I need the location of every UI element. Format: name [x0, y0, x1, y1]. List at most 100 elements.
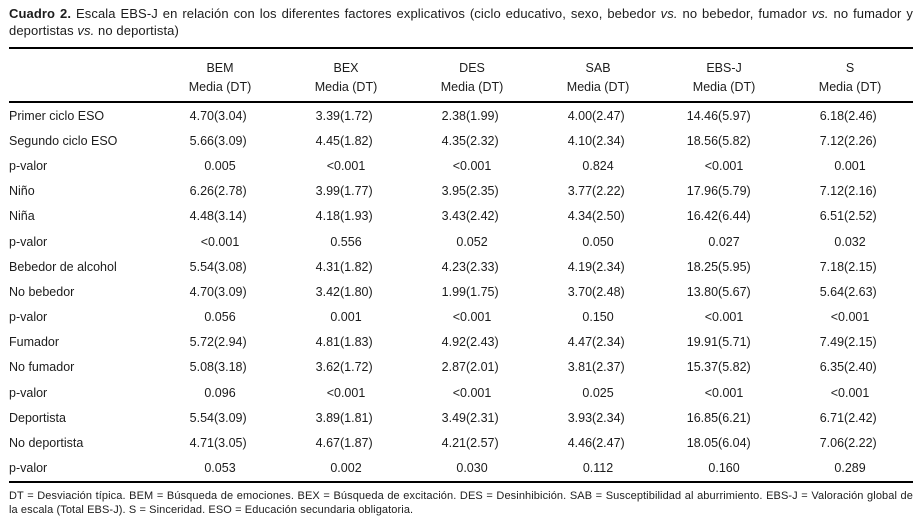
table-row: No deportista 4.71 (3.05) 4.67 (1.87) 4.21 (2.…: [9, 430, 913, 455]
p-value-row: p-valor 0.056 0.001 <0.001 0.150 <0.001 <0.001: [9, 305, 913, 330]
subheader-media-dt: Media (DT): [157, 75, 283, 103]
media-cell: 7.06: [819, 436, 845, 451]
row-label: Segundo ciclo ESO: [9, 133, 118, 148]
media-cell: 4.23: [441, 259, 467, 274]
p-value-cell: 0.052: [456, 234, 488, 249]
p-value-cell: 0.824: [582, 158, 614, 173]
media-cell: 7.12: [819, 184, 845, 199]
dt-cell: (1.80): [340, 284, 373, 299]
dt-cell: (6.21): [718, 410, 751, 425]
row-label: p-valor: [9, 385, 48, 400]
media-cell: 3.81: [567, 360, 593, 375]
media-cell: 4.18: [315, 209, 340, 224]
dt-cell: (2.34): [592, 335, 625, 350]
subheader-media-dt: Media (DT): [283, 75, 410, 103]
dt-cell: (1.81): [340, 410, 373, 425]
media-cell: 6.51: [819, 209, 845, 224]
row-label: Deportista: [9, 410, 66, 425]
p-value-cell: <0.001: [830, 310, 870, 325]
media-cell: 6.18: [819, 108, 845, 123]
media-cell: 14.46: [686, 108, 719, 123]
dt-cell: (2.47): [592, 108, 625, 123]
p-value-row: p-valor <0.001 0.556 0.052 0.050 0.027 0.032: [9, 229, 913, 254]
media-cell: 5.08: [189, 360, 214, 375]
subheader-media-dt: Media (DT): [787, 75, 914, 103]
column-group-header-row: BEM BEX DES SAB EBS-J S: [9, 48, 913, 75]
media-cell: 4.71: [189, 436, 214, 451]
table-row: Primer ciclo ESO 4.70 (3.04) 3.39 (1.72) 2.38…: [9, 102, 913, 128]
column-header-ebsj: EBS-J: [706, 61, 742, 75]
ebs-scale-table: BEM BEX DES SAB EBS-J S Media (DT) Media…: [9, 47, 914, 483]
row-label: p-valor: [9, 234, 48, 249]
table-row: Fumador 5.72 (2.94) 4.81 (1.83) 4.92 (2.43) 4.4…: [9, 330, 913, 355]
dt-cell: (1.87): [340, 436, 373, 451]
media-cell: 5.64: [819, 284, 845, 299]
table-title: Cuadro 2. Escala EBS-J en relación con l…: [9, 6, 913, 38]
table-footnote: DT = Desviación típica. BEM = Búsqueda d…: [9, 489, 913, 517]
dt-cell: (5.95): [718, 259, 751, 274]
dt-cell: (5.97): [718, 108, 751, 123]
media-cell: 4.19: [567, 259, 593, 274]
p-value-cell: 0.027: [708, 234, 740, 249]
media-cell: 4.45: [315, 133, 340, 148]
media-cell: 6.35: [819, 360, 845, 375]
row-label: No bebedor: [9, 284, 75, 299]
media-cell: 3.89: [315, 410, 340, 425]
p-value-cell: <0.001: [326, 158, 366, 173]
column-header-des: DES: [459, 61, 485, 75]
media-cell: 4.81: [315, 335, 340, 350]
media-cell: 7.49: [819, 335, 845, 350]
row-label: No deportista: [9, 436, 84, 451]
media-cell: 4.10: [567, 133, 593, 148]
media-cell: 5.72: [189, 335, 214, 350]
subheader-media-dt: Media (DT): [409, 75, 536, 103]
dt-cell: (1.93): [340, 209, 373, 224]
p-value-cell: 0.002: [330, 461, 362, 476]
p-value-cell: 0.150: [582, 310, 614, 325]
p-value-cell: 0.096: [204, 385, 236, 400]
media-cell: 6.26: [189, 184, 214, 199]
column-header-s: S: [845, 61, 855, 75]
dt-cell: (2.40): [844, 360, 877, 375]
media-cell: 4.31: [315, 259, 340, 274]
title-vs-1: vs.: [660, 6, 678, 21]
title-vs-3: vs.: [77, 22, 95, 38]
media-cell: 4.48: [189, 209, 214, 224]
dt-cell: (2.50): [592, 209, 625, 224]
media-cell: 4.00: [567, 108, 593, 123]
p-value-cell: <0.001: [452, 310, 492, 325]
row-label: Niña: [9, 209, 35, 224]
dt-cell: (2.46): [844, 108, 877, 123]
table-row: Niño 6.26 (2.78) 3.99 (1.77) 3.95 (2.35) 3.77 (2…: [9, 179, 913, 204]
table-row: Niña 4.48 (3.14) 4.18 (1.93) 3.43 (2.42) 4.34 (2…: [9, 204, 913, 229]
dt-cell: (5.67): [718, 284, 751, 299]
media-cell: 4.47: [567, 335, 593, 350]
dt-cell: (2.01): [466, 360, 499, 375]
dt-cell: (5.71): [718, 335, 751, 350]
media-cell: 4.34: [567, 209, 593, 224]
row-label: Primer ciclo ESO: [9, 108, 105, 123]
table-row: No bebedor 4.70 (3.09) 3.42 (1.80) 1.99 (1.75)…: [9, 279, 913, 304]
subheader-row: Media (DT) Media (DT) Media (DT) Media (…: [9, 75, 914, 103]
p-value-cell: 0.053: [204, 461, 236, 476]
row-label: Bebedor de alcohol: [9, 259, 117, 274]
media-cell: 3.49: [441, 410, 467, 425]
media-cell: 18.56: [686, 133, 719, 148]
media-cell: 4.46: [567, 436, 593, 451]
dt-cell: (2.33): [466, 259, 499, 274]
media-cell: 3.39: [315, 108, 340, 123]
row-label: Niño: [9, 184, 35, 199]
p-value-cell: <0.001: [704, 385, 744, 400]
p-value-cell: 0.001: [834, 158, 866, 173]
subheader-media-dt: Media (DT): [661, 75, 788, 103]
p-value-cell: <0.001: [200, 234, 240, 249]
title-text: Escala EBS-J en relación con los diferen…: [75, 6, 661, 21]
media-cell: 13.80: [686, 284, 719, 299]
dt-cell: (2.47): [592, 436, 625, 451]
media-cell: 6.71: [819, 410, 845, 425]
dt-cell: (1.77): [340, 184, 373, 199]
dt-cell: (2.26): [844, 133, 877, 148]
p-value-cell: 0.556: [330, 234, 362, 249]
dt-cell: (3.04): [214, 108, 247, 123]
